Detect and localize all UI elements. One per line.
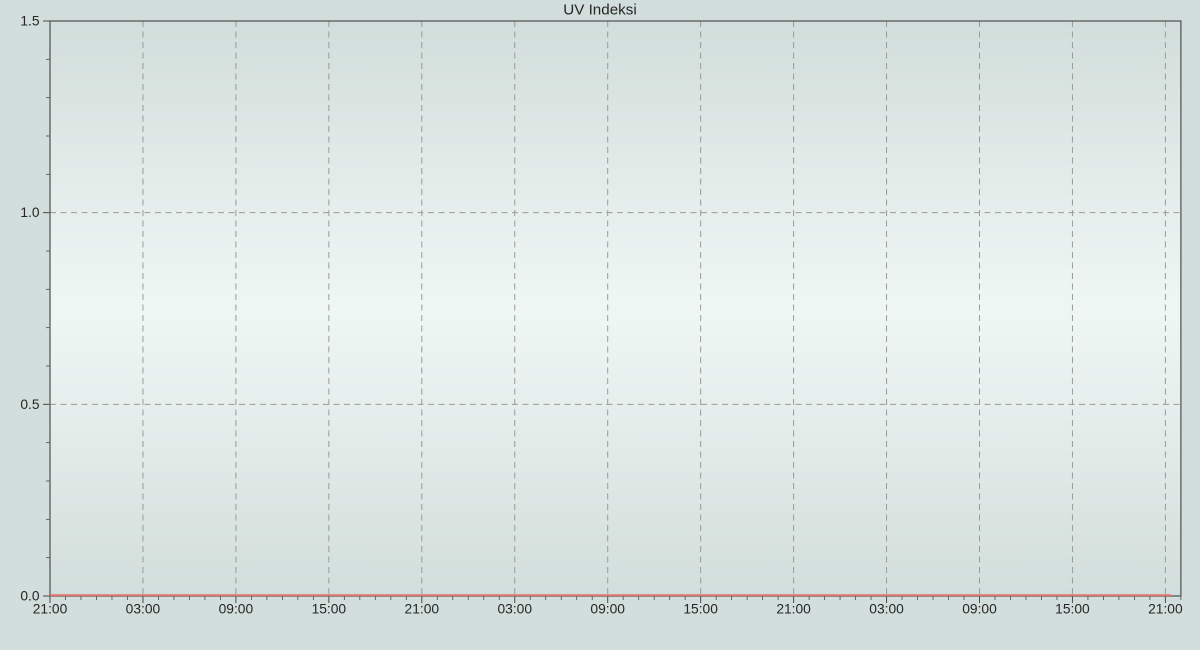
svg-text:15:00: 15:00: [1055, 602, 1090, 617]
svg-text:21:00: 21:00: [405, 602, 440, 617]
svg-text:1.0: 1.0: [20, 205, 40, 220]
svg-text:09:00: 09:00: [962, 602, 997, 617]
svg-text:21:00: 21:00: [33, 602, 68, 617]
svg-text:09:00: 09:00: [590, 602, 625, 617]
svg-text:0.5: 0.5: [20, 397, 40, 412]
svg-text:03:00: 03:00: [126, 602, 161, 617]
svg-text:03:00: 03:00: [869, 602, 904, 617]
svg-text:09:00: 09:00: [219, 602, 254, 617]
svg-text:1.5: 1.5: [20, 14, 40, 29]
svg-text:UV Indeksi: UV Indeksi: [563, 2, 636, 19]
svg-text:21:00: 21:00: [776, 602, 811, 617]
svg-text:15:00: 15:00: [683, 602, 718, 617]
svg-text:15:00: 15:00: [312, 602, 347, 617]
svg-text:03:00: 03:00: [497, 602, 532, 617]
svg-text:0.0: 0.0: [20, 589, 40, 604]
svg-text:21:00: 21:00: [1148, 602, 1183, 617]
